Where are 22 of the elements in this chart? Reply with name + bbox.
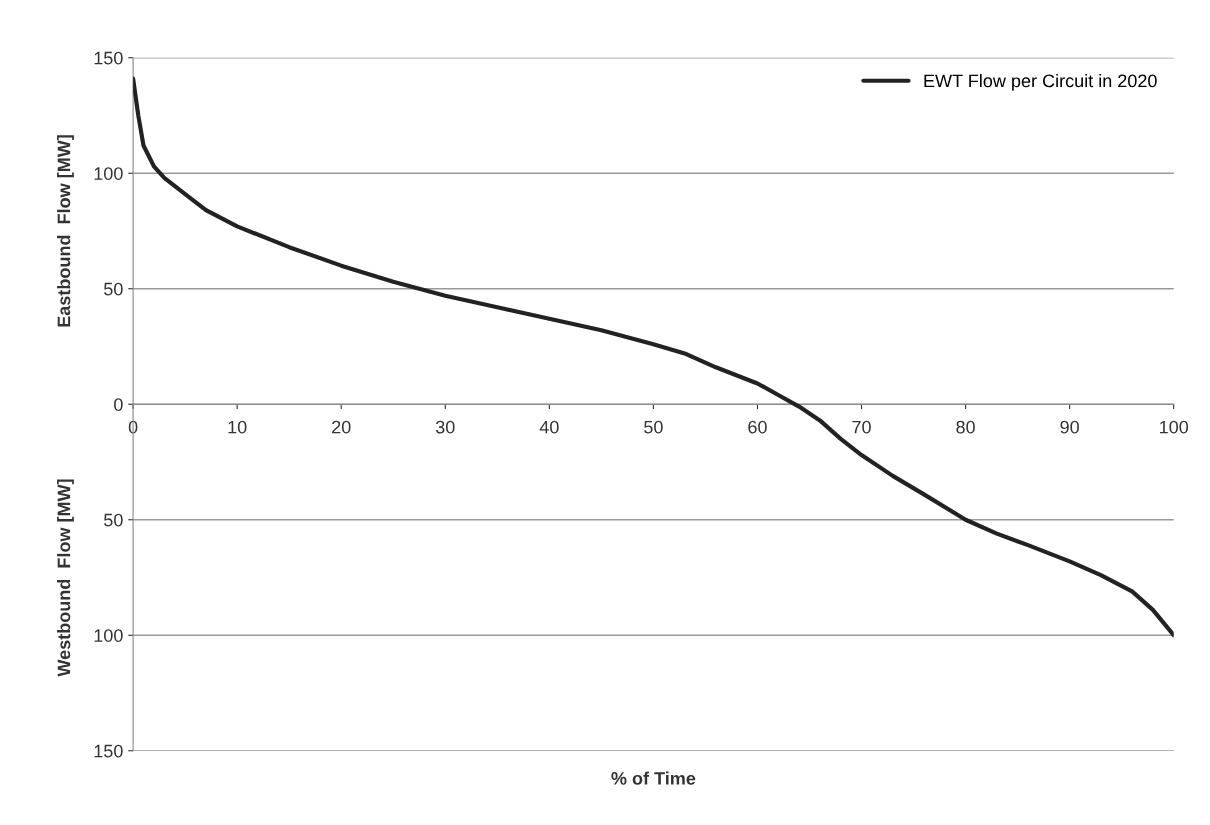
x-tick-label: 40 — [539, 420, 559, 434]
y-tick-label: 50 — [104, 513, 123, 527]
y-tick-label: 0 — [114, 398, 123, 411]
y-tick-label: 100 — [94, 629, 123, 642]
y-axis-title: Eastbound Flow [MW] — [57, 135, 74, 327]
x-tick-label: 20 — [332, 420, 351, 434]
x-axis-title: % of Time — [611, 771, 696, 785]
x-tick-label: 30 — [435, 420, 455, 434]
x-tick-label: 80 — [956, 420, 975, 434]
text: Westbound Flow [MW] — [57, 479, 74, 677]
legend-label: EWT Flow per Circuit in 2020 — [924, 74, 1157, 91]
y-tick-label: 100 — [94, 167, 123, 180]
x-tick-label: 60 — [748, 420, 767, 434]
x-tick-label: 50 — [644, 420, 663, 434]
x-tick-label: 70 — [852, 420, 871, 434]
x-tick-label: 10 — [228, 420, 247, 434]
x-tick-label: 0 — [128, 420, 138, 434]
x-tick-label: 100 — [1160, 420, 1189, 434]
y-tick-label: 50 — [104, 282, 123, 296]
x-tick-label: 90 — [1060, 420, 1079, 434]
y-tick-label: 150 — [94, 744, 123, 758]
y-tick-label: 150 — [94, 51, 123, 65]
